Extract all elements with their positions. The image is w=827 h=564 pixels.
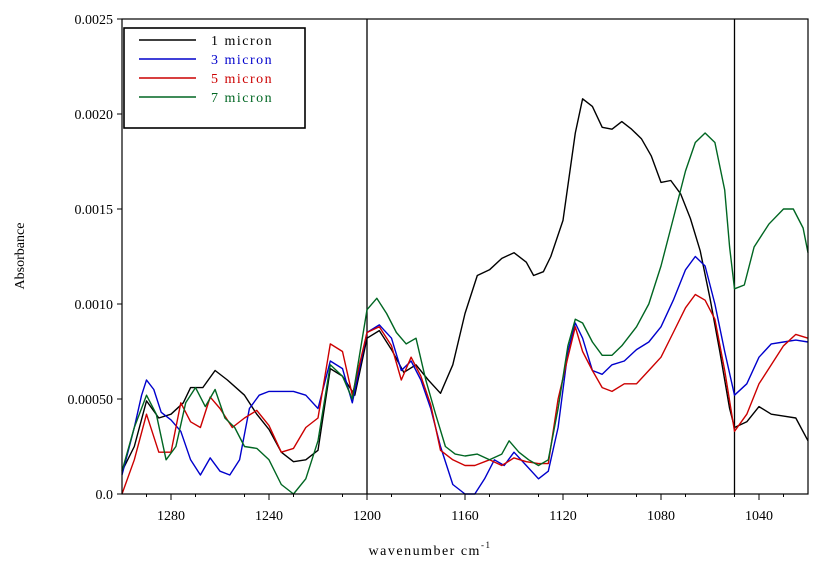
x-tick-label: 1040 [745,509,773,524]
reference-lines [366,19,736,494]
legend-label: 1 micron [211,34,273,49]
x-tick-label: 1120 [549,509,576,524]
y-tick-label: 0.0015 [75,203,114,218]
series-line-5-micron [121,293,809,495]
x-axis-label: wavenumber cm-1 [369,540,492,559]
y-axis: 0.0 0.00050 0.0010 0.0015 0.0020 0.0025 [68,13,122,503]
legend-label: 7 micron [211,91,273,106]
series-line-7-micron [121,132,809,495]
x-axis-label-text: wavenumber cm [369,544,481,559]
x-axis-label-superscript: -1 [481,540,492,550]
x-tick-label: 1080 [647,509,675,524]
x-axis: 1280 1240 1200 1160 1120 1080 1040 [146,494,784,524]
legend: 1 micron 3 micron 5 micron 7 micron [123,27,306,129]
y-tick-label: 0.00050 [68,393,114,408]
x-tick-label: 1280 [157,509,185,524]
x-tick-label: 1200 [353,509,381,524]
y-tick-label: 0.0020 [75,108,114,123]
series-line-3-micron [121,255,809,495]
series-line-1-micron [121,98,809,472]
legend-label: 3 micron [211,53,273,68]
y-tick-label: 0.0 [96,488,114,503]
legend-label: 5 micron [211,72,273,87]
x-tick-label: 1240 [255,509,283,524]
series-layer [121,98,809,495]
y-tick-label: 0.0025 [75,13,114,28]
y-axis-label: Absorbance [13,223,28,290]
x-tick-label: 1160 [451,509,478,524]
y-tick-label: 0.0010 [75,298,114,313]
